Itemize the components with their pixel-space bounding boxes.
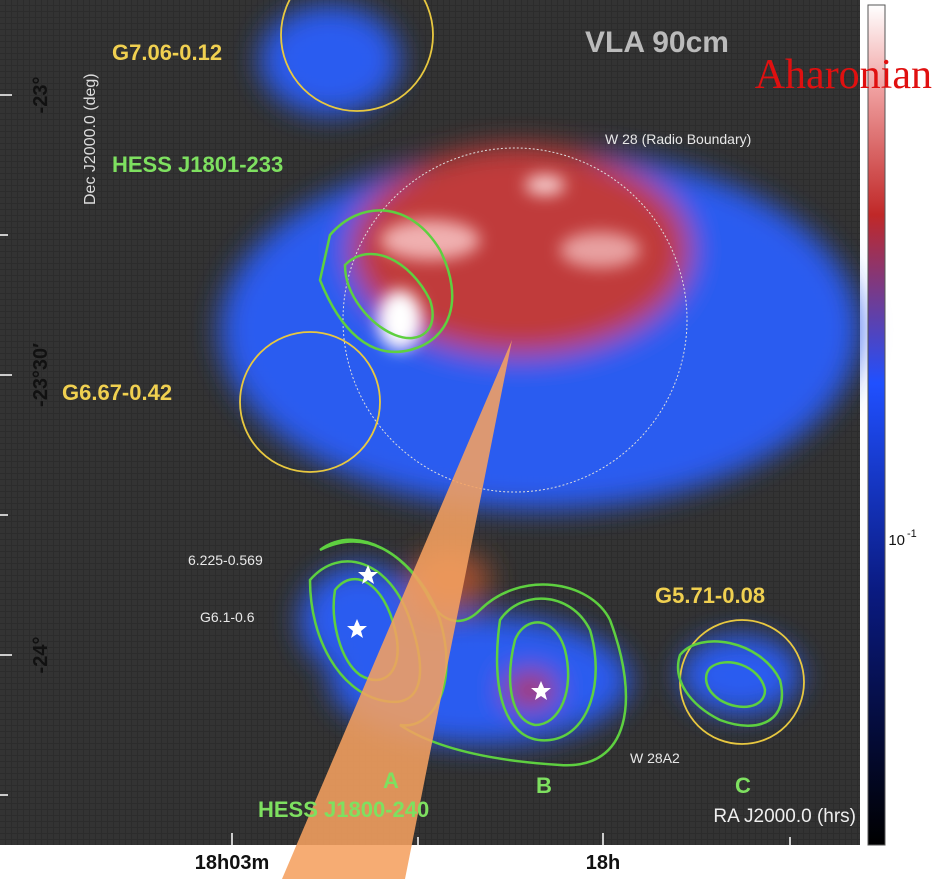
boundary-label: W 28 (Radio Boundary) (605, 131, 751, 147)
source-label: G6.1-0.6 (200, 609, 255, 625)
colorbar-base: 10 (888, 532, 905, 549)
source-label: B (536, 773, 552, 798)
x-tick-label: 18h (586, 852, 620, 874)
source-label: A (383, 768, 399, 793)
y-tick-label: -23° (30, 77, 52, 114)
colorbar (868, 5, 885, 845)
y-tick-label: -23°30′ (30, 343, 52, 407)
x-tick-label: 18h03m (195, 852, 270, 874)
source-label: G7.06-0.12 (112, 40, 222, 65)
watermark: Aharonian (755, 52, 932, 98)
y-tick-label: -24° (30, 637, 52, 674)
x-axis-label: RA J2000.0 (hrs) (713, 806, 856, 827)
source-label: 6.225-0.569 (188, 552, 263, 568)
source-label: W 28A2 (630, 750, 680, 766)
source-label: G5.71-0.08 (655, 583, 765, 608)
y-axis-label: Dec J2000.0 (deg) (82, 73, 99, 205)
source-label: G6.67-0.42 (62, 380, 172, 405)
colorbar-exponent: -1 (907, 528, 917, 540)
source-label: C (735, 773, 751, 798)
source-label: HESS J1800-240 (258, 797, 429, 822)
source-label: HESS J1801-233 (112, 152, 283, 177)
figure: 10 -1 VLA 90cm Aharonian W 28 (Radio Bou… (0, 0, 933, 879)
title: VLA 90cm (585, 26, 729, 59)
page: {"image": {"title": "VLA 90cm", "waterma… (0, 0, 933, 879)
